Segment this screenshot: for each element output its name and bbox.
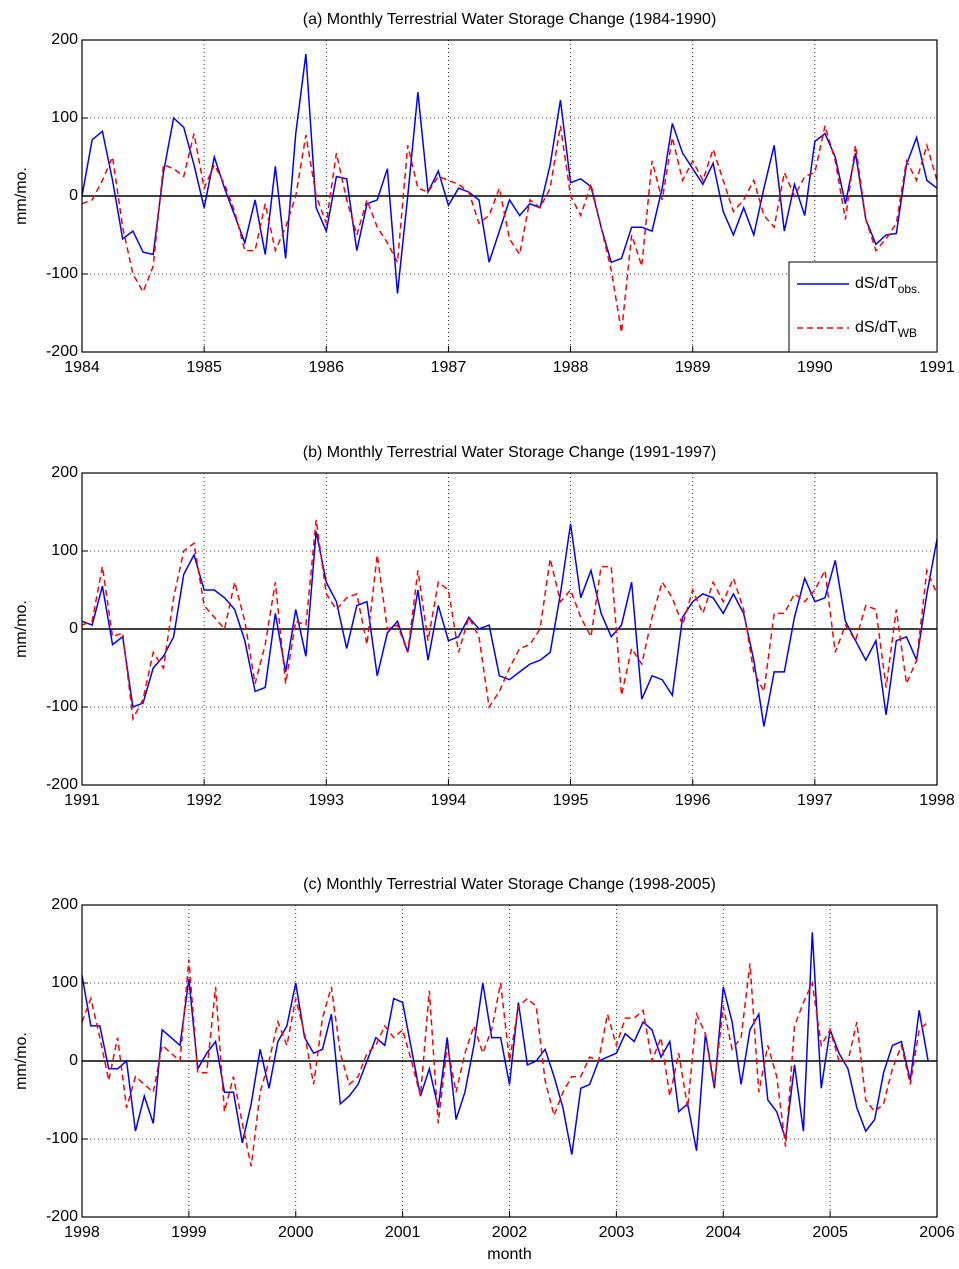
legend-name: dS/dT: [855, 275, 898, 292]
data-line: [81, 125, 938, 333]
x-tick-label: 1985: [186, 359, 222, 376]
x-tick-label: 1994: [431, 792, 467, 809]
y-tick-label: 100: [51, 974, 78, 991]
x-tick-label: 1991: [64, 792, 100, 809]
y-axis-label: mm/mo.: [13, 600, 30, 658]
x-tick-label: 2003: [599, 1224, 635, 1241]
data-line: [81, 519, 938, 722]
x-tick-label: 1992: [186, 792, 222, 809]
data-line: [81, 959, 929, 1167]
x-tick-label: 2000: [278, 1224, 314, 1241]
y-tick-label: -200: [46, 776, 78, 793]
chart-title: (b) Monthly Terrestrial Water Storage Ch…: [303, 444, 717, 461]
x-tick-label: 2006: [919, 1224, 955, 1241]
data-line: [81, 932, 929, 1155]
y-tick-label: -200: [46, 343, 78, 360]
x-tick-label: 1995: [553, 792, 589, 809]
legend-subscript: obs.: [898, 282, 921, 296]
legend-name: dS/dT: [855, 319, 898, 336]
y-tick-label: 200: [51, 31, 78, 48]
legend: dS/dTobs.dS/dTWB: [788, 261, 938, 353]
x-tick-label: 1996: [675, 792, 711, 809]
x-tick-label: 1997: [797, 792, 833, 809]
x-tick-label: 1987: [431, 359, 467, 376]
x-tick-label: 1998: [64, 1224, 100, 1241]
x-tick-label: 2001: [385, 1224, 421, 1241]
x-tick-label: 1993: [308, 792, 344, 809]
x-tick-label: 1998: [919, 792, 955, 809]
y-tick-label: -100: [46, 698, 78, 715]
x-tick-label: 2004: [705, 1224, 741, 1241]
y-tick-label: -100: [46, 265, 78, 282]
plot-frame: [81, 904, 938, 1218]
legend-label: dS/dTWB: [855, 319, 917, 340]
legend-subscript: WB: [898, 326, 917, 340]
y-tick-label: 0: [69, 1052, 78, 1069]
x-tick-label: 1991: [919, 359, 955, 376]
legend-label: dS/dTobs.: [855, 275, 920, 296]
y-tick-label: 100: [51, 542, 78, 559]
x-tick-label: 1988: [553, 359, 589, 376]
x-tick-label: 1984: [64, 359, 100, 376]
x-tick-label: 1990: [797, 359, 833, 376]
y-tick-label: 100: [51, 109, 78, 126]
y-tick-label: -200: [46, 1208, 78, 1225]
data-line: [81, 523, 938, 727]
y-tick-label: 0: [69, 620, 78, 637]
y-tick-label: 0: [69, 187, 78, 204]
x-tick-label: 1999: [171, 1224, 207, 1241]
data-line: [81, 53, 938, 294]
x-tick-label: 1986: [308, 359, 344, 376]
plot-frame: [81, 472, 938, 786]
plot-frame: [81, 39, 938, 353]
y-tick-label: 200: [51, 464, 78, 481]
y-axis-label: mm/mo.: [13, 167, 30, 225]
x-tick-label: 2005: [812, 1224, 848, 1241]
y-tick-label: 200: [51, 896, 78, 913]
chart-title: (c) Monthly Terrestrial Water Storage Ch…: [303, 876, 716, 893]
x-tick-label: 1989: [675, 359, 711, 376]
y-axis-label: mm/mo.: [13, 1032, 30, 1090]
legend-box: [788, 261, 938, 353]
chart-title: (a) Monthly Terrestrial Water Storage Ch…: [303, 11, 717, 28]
y-tick-label: -100: [46, 1130, 78, 1147]
x-tick-label: 2002: [492, 1224, 528, 1241]
x-axis-label: month: [487, 1246, 531, 1263]
